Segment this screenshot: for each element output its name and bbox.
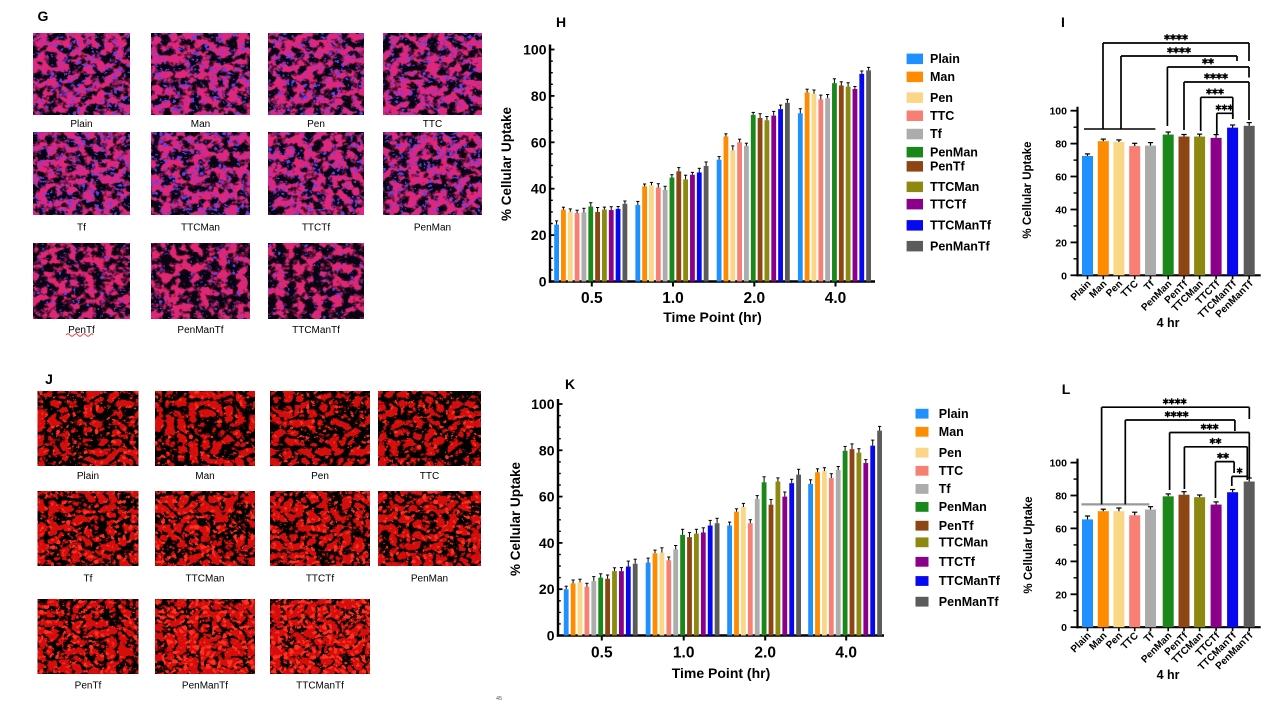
svg-text:80: 80 [1055,139,1067,151]
svg-text:TTCMan: TTCMan [186,574,225,585]
svg-text:G: G [38,8,49,24]
svg-text:80: 80 [1055,491,1067,503]
svg-text:2.0: 2.0 [754,645,776,662]
svg-text:% Cellular Uptake: % Cellular Uptake [508,461,523,576]
svg-text:Man: Man [195,471,214,482]
svg-text:4 hr: 4 hr [1157,316,1180,330]
svg-text:TTCManTf: TTCManTf [292,325,340,336]
svg-text:0: 0 [1061,270,1067,282]
svg-text:PenManTf: PenManTf [939,595,1000,609]
svg-text:TTCTf: TTCTf [930,197,967,211]
svg-text:100: 100 [1049,458,1067,470]
svg-text:60: 60 [531,134,547,150]
svg-text:Tf: Tf [84,574,93,585]
svg-text:100: 100 [531,396,555,412]
svg-text:1.0: 1.0 [662,290,684,307]
svg-text:K: K [565,376,575,392]
svg-text:Pen: Pen [939,446,962,460]
svg-text:PenTf: PenTf [68,325,95,336]
svg-text:TTCManTf: TTCManTf [930,219,992,233]
svg-text:TTC: TTC [930,109,954,123]
svg-text:H: H [556,14,566,30]
svg-text:Plain: Plain [930,52,960,66]
svg-text:100: 100 [1049,106,1067,118]
svg-text:60: 60 [539,489,555,505]
svg-text:Plain: Plain [939,407,969,421]
svg-text:20: 20 [1055,237,1067,249]
svg-text:20: 20 [539,581,555,597]
svg-text:TTCTf: TTCTf [939,555,976,569]
svg-text:40: 40 [1055,556,1067,568]
svg-text:Plain: Plain [77,471,99,482]
svg-text:TTCManTf: TTCManTf [939,574,1001,588]
svg-text:4.0: 4.0 [825,290,847,307]
svg-text:40: 40 [539,535,555,551]
svg-text:Man: Man [939,425,964,439]
svg-text:J: J [45,371,53,387]
svg-text:Plain: Plain [70,119,92,130]
svg-text:0: 0 [547,628,555,644]
svg-text:1.0: 1.0 [673,645,695,662]
svg-text:TTCMan: TTCMan [939,536,988,550]
svg-text:PenManTf: PenManTf [182,681,228,692]
svg-text:40: 40 [531,181,547,197]
svg-text:0: 0 [539,274,547,290]
svg-text:0: 0 [1061,622,1067,634]
svg-text:% Cellular Uptake: % Cellular Uptake [499,106,514,221]
svg-text:80: 80 [531,88,547,104]
svg-text:Man: Man [930,70,955,84]
svg-text:L: L [1062,381,1071,397]
svg-text:% Cellular Uptake: % Cellular Uptake [1022,141,1034,238]
svg-text:4 hr: 4 hr [1157,668,1180,682]
svg-text:TTC: TTC [423,119,442,130]
svg-text:PenManTf: PenManTf [177,325,223,336]
svg-text:4.0: 4.0 [835,645,857,662]
svg-text:TTC: TTC [939,464,963,478]
svg-text:% Cellular Uptake: % Cellular Uptake [1023,496,1035,593]
svg-text:2.0: 2.0 [744,290,766,307]
svg-text:Pen: Pen [307,119,325,130]
svg-text:TTCTf: TTCTf [302,223,331,234]
svg-text:TTCMan: TTCMan [181,223,220,234]
svg-text:Tf: Tf [930,127,943,141]
svg-text:20: 20 [1055,589,1067,601]
svg-text:Tf: Tf [939,482,952,496]
svg-text:40: 40 [1055,205,1067,217]
svg-text:Man: Man [191,119,210,130]
svg-text:PenTf: PenTf [939,519,975,533]
svg-text:PenMan: PenMan [939,500,987,514]
svg-text:PenMan: PenMan [414,223,451,234]
svg-text:60: 60 [1055,523,1067,535]
svg-text:Pen: Pen [930,91,953,105]
svg-text:TTCTf: TTCTf [306,574,335,585]
svg-text:60: 60 [1055,172,1067,184]
svg-text:Pen: Pen [311,471,329,482]
svg-text:PenTf: PenTf [930,160,966,174]
svg-text:PenMan: PenMan [930,145,978,159]
svg-text:Time Point (hr): Time Point (hr) [672,665,771,681]
svg-text:TTCMan: TTCMan [930,180,979,194]
svg-text:I: I [1061,14,1065,30]
svg-text:45: 45 [496,696,502,702]
svg-text:PenTf: PenTf [75,681,102,692]
svg-text:0.5: 0.5 [581,290,603,307]
svg-text:0.5: 0.5 [591,645,613,662]
svg-text:Tf: Tf [77,223,86,234]
svg-text:TTCManTf: TTCManTf [296,681,344,692]
svg-text:80: 80 [539,442,555,458]
svg-text:PenMan: PenMan [411,574,448,585]
svg-text:TTC: TTC [420,471,439,482]
svg-text:20: 20 [531,227,547,243]
svg-text:100: 100 [523,42,547,58]
svg-text:PenManTf: PenManTf [930,239,991,253]
svg-text:Time Point (hr): Time Point (hr) [663,309,762,325]
